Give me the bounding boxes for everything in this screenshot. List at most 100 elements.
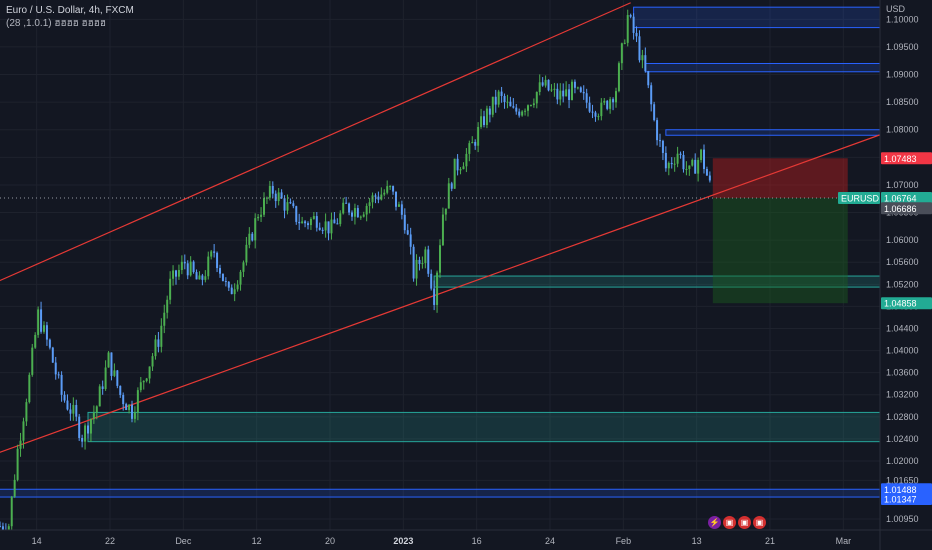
candle-body [125, 404, 128, 411]
candle-body [160, 325, 163, 347]
candle-body [359, 216, 362, 218]
indicator-label[interactable]: (28 ,1.0.1) ฮฮฮฮ ฮฮฮฮ [6, 18, 106, 29]
us-flag-icon[interactable]: ▣ [738, 516, 751, 529]
candle-body [189, 261, 192, 276]
price-label-text: 1.01488 [884, 485, 917, 495]
price-label-text: 1.06764 [884, 193, 917, 203]
candle-body [688, 165, 691, 169]
candle-body [708, 175, 711, 181]
take-profit-area [712, 197, 848, 304]
candle-body [89, 419, 92, 434]
x-tick-label: 13 [692, 536, 702, 546]
candle-body [75, 405, 78, 417]
x-tick-label: Feb [616, 536, 632, 546]
candle-body [374, 195, 377, 197]
candle-body [524, 110, 527, 112]
candle-body [330, 219, 333, 234]
candle-body [186, 263, 189, 276]
price-label-bg [881, 191, 932, 204]
candle-body [368, 202, 371, 206]
candle-body [356, 208, 359, 218]
candle-body [503, 95, 506, 103]
candle-body [207, 256, 210, 277]
candle-body [72, 405, 75, 414]
candle-body [257, 216, 260, 219]
candle-body [529, 105, 532, 107]
candle-body [309, 218, 312, 226]
candle-body [198, 275, 201, 280]
candle-body [371, 195, 374, 203]
candle-body [691, 159, 694, 166]
candle-body [682, 154, 685, 170]
candle-body [183, 261, 186, 264]
candle-body [204, 276, 207, 280]
candle-body [365, 205, 368, 215]
candle-body [295, 206, 298, 222]
candle-body [66, 400, 69, 410]
candle-body [462, 166, 465, 170]
candle-body [488, 108, 491, 115]
candle-body [63, 394, 66, 401]
candle-body [603, 100, 606, 103]
candle-body [148, 366, 151, 379]
candle-body [274, 193, 277, 202]
event-badges: ⚡ ▣ ▣ ▣ [708, 516, 766, 529]
candle-body [650, 85, 653, 105]
candle-body [544, 79, 547, 86]
candle-body [304, 221, 307, 224]
candle-body [694, 159, 697, 174]
candle-body [81, 437, 84, 442]
candle-body [656, 120, 659, 141]
candle-body [324, 221, 327, 231]
price-label-bg [881, 483, 932, 496]
candle-body [142, 380, 145, 383]
y-tick-label: 1.09000 [886, 70, 919, 80]
candle-body [166, 299, 169, 313]
candle-body [236, 284, 239, 290]
candle-body [157, 339, 160, 347]
candle-body [597, 116, 600, 118]
candle-body [638, 36, 641, 61]
candle-body [485, 108, 488, 125]
y-tick-label: 1.03600 [886, 368, 919, 378]
candle-body [87, 425, 89, 434]
us-flag-icon[interactable]: ▣ [723, 516, 736, 529]
plot-area [0, 0, 880, 530]
candle-body [292, 203, 295, 207]
price-label-text: 1.07483 [884, 154, 917, 164]
candle-body [271, 185, 274, 194]
candle-body [509, 101, 512, 107]
candle-body [556, 88, 559, 100]
y-tick-label: 1.10000 [886, 14, 919, 24]
candle-body [430, 273, 433, 289]
y-tick-label: 1.03200 [886, 390, 919, 400]
candle-body [48, 339, 51, 348]
candle-body [362, 214, 365, 217]
candle-body [532, 103, 535, 106]
candle-body [588, 102, 591, 112]
lightning-icon[interactable]: ⚡ [708, 516, 721, 529]
candle-body [315, 216, 318, 228]
y-tick-label: 1.01650 [886, 475, 919, 485]
us-flag-icon[interactable]: ▣ [753, 516, 766, 529]
candle-body [95, 406, 98, 413]
y-tick-label: 1.08500 [886, 97, 919, 107]
x-tick-label: 22 [105, 536, 115, 546]
candle-body [521, 111, 524, 116]
candle-body [221, 273, 224, 281]
candle-body [465, 153, 468, 167]
candle-body [116, 370, 119, 386]
candle-body [705, 168, 708, 176]
candle-body [180, 261, 183, 271]
candle-body [298, 221, 301, 224]
candle-body [177, 270, 180, 277]
candle-body [16, 448, 19, 480]
candle-body [400, 204, 403, 215]
candle-body [348, 203, 351, 213]
candle-body [25, 402, 28, 422]
candle-body [19, 440, 22, 449]
chart-header: Euro / U.S. Dollar, 4h, FXCM (28 ,1.0.1)… [6, 4, 134, 30]
candle-body [163, 312, 166, 326]
candle-body [98, 386, 101, 407]
